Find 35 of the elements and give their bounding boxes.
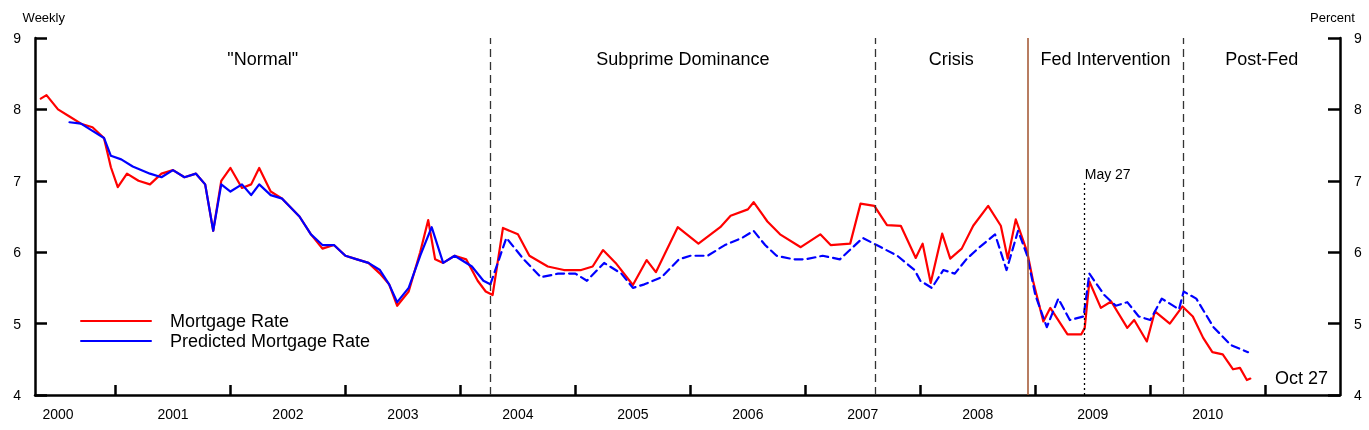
y-tick-label: 5 [13, 315, 22, 332]
annotation: Oct 27 [1274, 368, 1328, 388]
legend-label: Predicted Mortgage Rate [170, 331, 371, 351]
legend-label: Mortgage Rate [170, 311, 290, 331]
x-tick-label: 2004 [502, 406, 534, 422]
y2-axis-title: Percent [1310, 10, 1356, 25]
x-tick-label: 2003 [387, 406, 419, 422]
y2-tick-label: 5 [1354, 315, 1362, 332]
y-tick-label: 8 [13, 101, 22, 118]
y-tick-label: 6 [13, 244, 22, 261]
y2-tick-label: 4 [1354, 387, 1362, 403]
y2-tick-label: 6 [1354, 244, 1362, 261]
y-tick-label: 4 [13, 387, 22, 403]
x-tick-label: 2008 [962, 406, 994, 422]
annotation: Crisis [928, 49, 974, 69]
annotation: Subprime Dominance [596, 49, 770, 69]
x-tick-label: 2009 [1077, 406, 1109, 422]
annotation: Post-Fed [1225, 49, 1299, 69]
y-tick-label: 7 [13, 172, 22, 189]
x-tick-label: 2010 [1192, 406, 1224, 422]
x-tick-label: 2005 [617, 406, 649, 422]
x-tick-label: 2007 [847, 406, 879, 422]
line-series [39, 94, 1252, 382]
x-tick-label: 2001 [157, 406, 189, 422]
y2-tick-label: 7 [1354, 172, 1362, 189]
x-tick-label: 2006 [732, 406, 764, 422]
annotation: Fed Intervention [1040, 49, 1171, 69]
x-tick-label: 2000 [42, 406, 74, 422]
y-axis-title: Weekly [22, 10, 66, 25]
y-tick-label: 9 [13, 30, 22, 46]
y2-tick-label: 9 [1354, 30, 1362, 46]
x-tick-label: 2002 [272, 406, 304, 422]
y2-tick-label: 8 [1354, 101, 1362, 118]
ref-line-label: May 27 [1084, 165, 1131, 182]
annotation: "Normal" [227, 49, 299, 69]
